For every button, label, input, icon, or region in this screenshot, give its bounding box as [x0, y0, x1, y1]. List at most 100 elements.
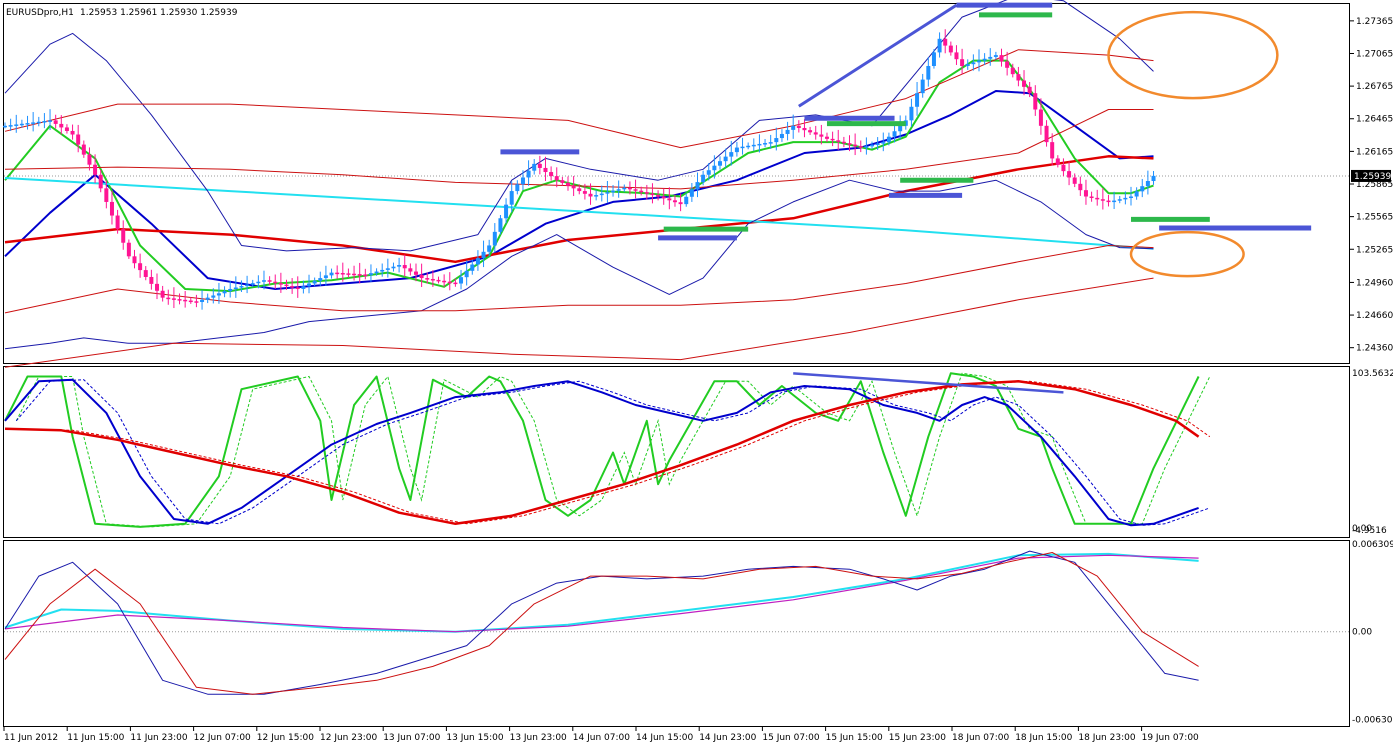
candle-body: [436, 279, 441, 282]
candle-body: [948, 45, 953, 53]
candle-body: [633, 189, 638, 191]
candle-body: [64, 127, 69, 131]
candle-body: [689, 189, 694, 197]
price-series-5: [4, 179, 1154, 350]
candle-body: [301, 286, 306, 289]
x-tick-label: 18 Jun 15:00: [1015, 733, 1072, 743]
macd-value-label: -0.006309: [1352, 715, 1393, 725]
oscillator-series-1: [4, 378, 1199, 527]
y-tick-label: 1.25265: [1356, 245, 1393, 255]
candle-body: [397, 265, 402, 267]
candle-body: [368, 273, 373, 275]
candle-body: [841, 141, 846, 144]
x-tick-label: 14 Jun 23:00: [699, 733, 756, 743]
candle-body: [898, 125, 903, 132]
candle-body: [408, 268, 413, 272]
candle-body: [605, 192, 610, 194]
chart-symbol-label: EURUSDpro,H1: [6, 8, 74, 18]
price-series-3: [4, 177, 1154, 250]
candle-body: [1140, 186, 1145, 192]
candle-body: [132, 256, 137, 264]
candle-body: [419, 274, 424, 279]
candle-body: [931, 52, 936, 66]
x-tick-label: 18 Jun 07:00: [952, 733, 1009, 743]
candle-body: [1129, 196, 1133, 199]
candle-body: [267, 280, 272, 282]
candle-body: [143, 270, 148, 277]
candle-body: [273, 281, 278, 284]
candle-body: [616, 189, 621, 191]
y-tick-label: 1.24360: [1356, 344, 1393, 354]
candle-body: [53, 120, 58, 124]
candle-body: [357, 274, 362, 276]
candle-body: [988, 56, 993, 59]
macd-series-2: [4, 550, 1199, 695]
candle-body: [802, 127, 807, 131]
candle-body: [824, 136, 829, 139]
x-tick-label: 14 Jun 07:00: [573, 733, 630, 743]
candle-body: [1050, 142, 1055, 159]
candle-body: [864, 146, 869, 148]
candle-body: [1016, 74, 1021, 81]
y-tick-label: 1.27065: [1356, 49, 1393, 59]
candle-body: [695, 182, 700, 190]
y-tick-label: 1.25865: [1356, 180, 1393, 190]
candle-body: [200, 299, 205, 303]
candle-body: [228, 288, 233, 292]
candle-body: [1027, 86, 1032, 94]
macd-series-1: [4, 554, 1199, 633]
price-series-9: [4, 277, 1154, 368]
candle-body: [520, 177, 525, 185]
candle-body: [785, 129, 790, 134]
candle-body: [836, 140, 841, 142]
candle-body: [909, 106, 914, 121]
candle-body: [391, 266, 396, 269]
candle-body: [307, 283, 312, 287]
candle-body: [875, 143, 880, 145]
oscillator-pane[interactable]: [4, 372, 1211, 528]
macd-value-label: 0.006309: [1352, 540, 1393, 550]
price-series-0: [4, 90, 1154, 290]
candle-body: [256, 281, 261, 284]
candle-body: [188, 300, 193, 303]
x-tick-label: 12 Jun 23:00: [320, 733, 377, 743]
candle-body: [442, 280, 447, 283]
macd-pane[interactable]: [4, 550, 1350, 695]
candle-body: [926, 65, 931, 80]
candle-body: [222, 291, 227, 294]
candle-body: [250, 283, 255, 285]
candle-body: [729, 152, 734, 157]
candle-body: [554, 176, 559, 181]
candle-body: [278, 283, 283, 285]
candle-body: [1055, 158, 1060, 165]
candle-body: [166, 297, 171, 300]
x-tick-label: 12 Jun 15:00: [257, 733, 314, 743]
candle-body: [323, 275, 328, 279]
candle-body: [560, 180, 565, 183]
candle-body: [1033, 93, 1038, 110]
candle-body: [661, 196, 666, 199]
candle-body: [14, 124, 19, 126]
candle-body: [340, 273, 345, 275]
candle-body: [566, 182, 570, 186]
candle-body: [1100, 199, 1105, 201]
candle-body: [515, 184, 520, 192]
candle-body: [543, 167, 548, 173]
candle-body: [402, 265, 407, 269]
price-pane[interactable]: [3, 0, 1350, 368]
candle-body: [211, 295, 216, 298]
candle-body: [768, 142, 773, 144]
x-tick-label: 15 Jun 15:00: [826, 733, 883, 743]
candle-body: [915, 93, 920, 107]
candle-body: [1089, 196, 1094, 199]
candle-body: [808, 130, 813, 133]
x-tick-label: 13 Jun 23:00: [510, 733, 567, 743]
candle-body: [718, 161, 723, 166]
frame: [3, 3, 1350, 727]
y-tick-label: 1.24960: [1356, 278, 1393, 288]
current-price-label: 1.25939: [1354, 172, 1391, 182]
candle-body: [892, 131, 897, 137]
candle-body: [740, 146, 745, 149]
candle-body: [577, 188, 582, 192]
